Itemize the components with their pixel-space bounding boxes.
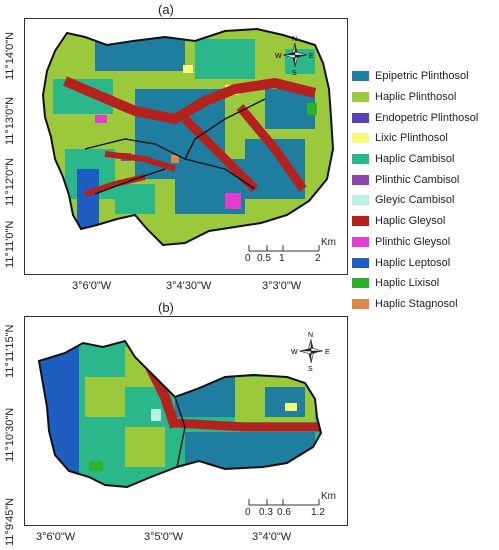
scale-bar-b: 0 0.3 0.6 1.2 Km bbox=[245, 491, 336, 518]
legend-label: Haplic Plinthosol bbox=[375, 91, 457, 104]
legend-swatch bbox=[352, 216, 369, 227]
legend-swatch bbox=[352, 154, 369, 165]
legend-item: Lixic Plinthosol bbox=[352, 128, 497, 149]
panel-a-lon-1: 3°4'30"W bbox=[166, 280, 212, 292]
compass-n: N bbox=[292, 36, 297, 43]
legend-item: Haplic Lixisol bbox=[352, 273, 497, 294]
legend-item: Haplic Leptosol bbox=[352, 252, 497, 273]
legend-label: Haplic Cambisol bbox=[375, 153, 455, 166]
scale-a-tick-3: 2 bbox=[315, 253, 321, 264]
compass-icon: N S W E bbox=[291, 332, 330, 373]
legend-swatch bbox=[352, 236, 369, 247]
panel-b-label: (b) bbox=[158, 300, 174, 315]
legend-label: Endopetric Plinthosol bbox=[375, 111, 479, 124]
legend-item: Epipetric Plinthosol bbox=[352, 66, 497, 87]
legend-item: Plinthic Gleysol bbox=[352, 232, 497, 253]
panel-a-lon-2: 3°3'0"W bbox=[262, 280, 302, 292]
panel-a-lat-1: 11°13'0"N bbox=[4, 96, 16, 145]
scale-b-tick-2: 0.6 bbox=[277, 507, 291, 518]
panel-b-frame: N S W E 0 0.3 0.6 1.2 Km bbox=[24, 316, 348, 526]
legend-swatch bbox=[352, 298, 369, 309]
compass-e: E bbox=[325, 349, 330, 356]
panel-b-lon-0: 3°6'0"W bbox=[36, 531, 76, 543]
legend-item: Endopetric Plinthosol bbox=[352, 107, 497, 128]
legend-item: Gleyic Cambisol bbox=[352, 190, 497, 211]
compass-s: S bbox=[292, 70, 297, 77]
panel-a-lon-0: 3°6'0"W bbox=[72, 280, 112, 292]
legend-swatch bbox=[352, 92, 369, 103]
scale-b-tick-0: 0 bbox=[245, 507, 251, 518]
legend-label: Haplic Leptosol bbox=[375, 256, 451, 269]
legend-item: Haplic Gleysol bbox=[352, 211, 497, 232]
panel-b-lat-1: 11°10'30"N bbox=[4, 407, 16, 462]
legend: Epipetric Plinthosol Haplic Plinthosol End… bbox=[352, 66, 497, 314]
panel-b-lon-2: 3°4'0"W bbox=[252, 531, 292, 543]
compass-w: W bbox=[275, 53, 282, 60]
legend-label: Lixic Plinthosol bbox=[375, 132, 448, 145]
legend-label: Plinthic Gleysol bbox=[375, 235, 451, 248]
legend-swatch bbox=[352, 257, 369, 268]
panel-b-map bbox=[37, 339, 323, 489]
panel-a-map bbox=[41, 27, 335, 247]
scale-b-unit: Km bbox=[321, 491, 336, 502]
scale-a-unit: Km bbox=[321, 237, 336, 248]
scale-a-tick-0: 0 bbox=[245, 253, 251, 264]
legend-label: Haplic Stagnosol bbox=[375, 297, 458, 310]
legend-swatch bbox=[352, 71, 369, 82]
panel-b-lon-1: 3°5'0"W bbox=[144, 531, 184, 543]
legend-swatch bbox=[352, 133, 369, 144]
panel-b-lat-0: 11°11'15"N bbox=[4, 324, 16, 378]
legend-item: Haplic Cambisol bbox=[352, 149, 497, 170]
compass-icon: N S W E bbox=[275, 36, 314, 77]
compass-n: N bbox=[308, 332, 313, 339]
scale-b-tick-3: 1.2 bbox=[311, 507, 325, 518]
scale-b-tick-1: 0.3 bbox=[259, 507, 273, 518]
compass-w: W bbox=[291, 349, 298, 356]
legend-swatch bbox=[352, 195, 369, 206]
scale-a-tick-2: 1 bbox=[279, 253, 285, 264]
panel-a-frame: N S W E 0 0.5 1 2 Km bbox=[24, 18, 348, 275]
legend-label: Haplic Lixisol bbox=[375, 277, 440, 290]
panel-a-lat-3: 11°11'0"N bbox=[4, 220, 16, 268]
panel-a-lat-2: 11°12'0"N bbox=[4, 157, 16, 206]
legend-label: Haplic Gleysol bbox=[375, 215, 446, 228]
scale-a-tick-1: 0.5 bbox=[257, 253, 271, 264]
legend-label: Gleyic Cambisol bbox=[375, 194, 455, 207]
scale-bar-a: 0 0.5 1 2 Km bbox=[245, 237, 336, 264]
legend-label: Plinthic Cambisol bbox=[375, 173, 460, 186]
legend-swatch bbox=[352, 278, 369, 289]
compass-s: S bbox=[308, 366, 313, 373]
legend-item: Plinthic Cambisol bbox=[352, 169, 497, 190]
panel-a-label: (a) bbox=[158, 2, 174, 17]
legend-label: Epipetric Plinthosol bbox=[375, 70, 469, 83]
legend-swatch bbox=[352, 174, 369, 185]
panel-a-lat-0: 11°14'0"N bbox=[4, 31, 16, 80]
legend-item: Haplic Plinthosol bbox=[352, 87, 497, 108]
legend-item: Haplic Stagnosol bbox=[352, 294, 497, 315]
legend-swatch bbox=[352, 112, 369, 123]
compass-e: E bbox=[309, 53, 314, 60]
panel-b-lat-2: 11°9'45"N bbox=[4, 497, 16, 546]
